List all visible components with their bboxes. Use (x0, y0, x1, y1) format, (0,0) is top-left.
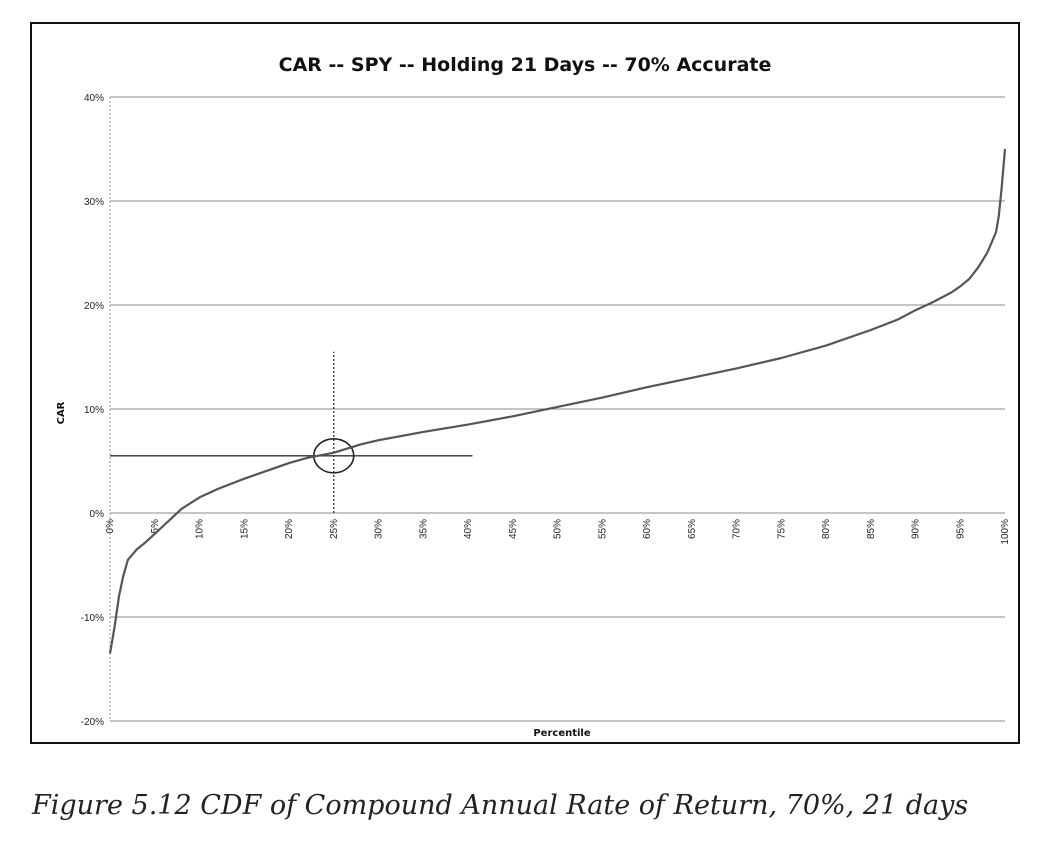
x-tick-label: 15% (239, 519, 250, 539)
chart-title: CAR -- SPY -- Holding 21 Days -- 70% Acc… (279, 54, 772, 76)
x-axis-title: Percentile (533, 728, 591, 739)
y-tick-label: 40% (84, 93, 104, 104)
series-lines (108, 148, 1007, 654)
x-tick-label: 85% (866, 519, 877, 539)
y-tick-label: 10% (84, 405, 104, 416)
x-tick-label: 60% (642, 519, 653, 539)
y-tick-labels: 40% 30% 20% 10% 0% -10% -20% (81, 93, 104, 728)
series-line-car-cdf (108, 148, 1007, 654)
gridlines (109, 96, 1005, 722)
y-tick-label: 20% (84, 301, 104, 312)
x-tick-label: 40% (463, 519, 474, 539)
x-tick-label: 100% (1000, 519, 1011, 545)
x-tick-label: 35% (418, 519, 429, 539)
chart-svg: CAR -- SPY -- Holding 21 Days -- 70% Acc… (56, 54, 1011, 739)
x-tick-label: 80% (821, 519, 832, 539)
y-tick-label: -10% (81, 613, 104, 624)
x-tick-label: 95% (955, 519, 966, 539)
x-tick-label: 70% (732, 519, 743, 539)
figure-caption: Figure 5.12 CDF of Compound Annual Rate … (32, 790, 969, 821)
x-tick-labels: 0% 5% 10% 15% 20% 25% 30% 35% 40% 45% 50% 55% 60% 65%… (105, 519, 1011, 545)
x-tick-label: 45% (508, 519, 519, 539)
x-tick-label: 65% (687, 519, 698, 539)
x-tick-label: 50% (553, 519, 564, 539)
x-tick-label: 5% (150, 519, 161, 534)
x-tick-label: 0% (105, 519, 116, 534)
y-tick-label: -20% (81, 717, 104, 728)
x-tick-label: 30% (374, 519, 385, 539)
y-tick-label: 0% (90, 509, 105, 520)
x-tick-label: 20% (284, 519, 295, 539)
x-tick-label: 90% (911, 519, 922, 539)
y-axis-title: CAR (56, 401, 67, 424)
chart-frame: CAR -- SPY -- Holding 21 Days -- 70% Acc… (30, 22, 1020, 744)
x-tick-label: 55% (597, 519, 608, 539)
y-tick-label: 30% (84, 197, 104, 208)
x-tick-label: 75% (776, 519, 787, 539)
x-tick-label: 25% (329, 519, 340, 539)
x-tick-label: 10% (195, 519, 206, 539)
